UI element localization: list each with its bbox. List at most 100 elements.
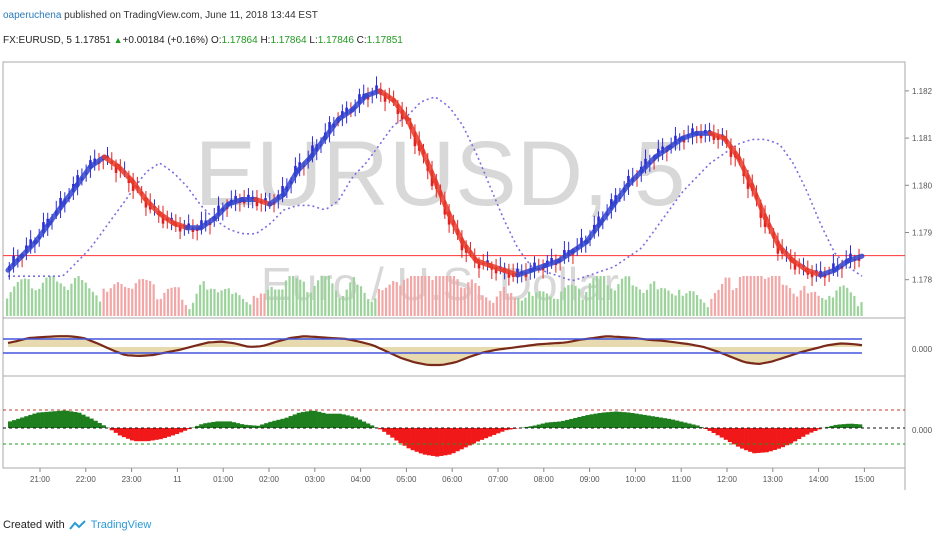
volume-bar: [796, 296, 799, 316]
histogram-bar: [601, 412, 607, 428]
volume-bar: [485, 297, 488, 316]
volume-bar: [413, 276, 416, 316]
volume-bar: [245, 302, 248, 316]
histogram-bar: [341, 414, 346, 428]
histogram-bar: [760, 428, 765, 453]
histogram-bar: [211, 421, 216, 428]
histogram-bar: [613, 411, 619, 428]
volume-bar: [656, 289, 659, 316]
time-tick-label: 12:00: [717, 475, 738, 484]
histogram-bar: [561, 420, 566, 428]
histogram-bar: [178, 428, 184, 433]
time-tick-label: 15:00: [854, 475, 875, 484]
moving-average-segment: [639, 154, 658, 174]
candle-body: [12, 255, 15, 266]
volume-bar: [821, 297, 824, 316]
moving-average-segment: [212, 201, 231, 221]
volume-bar: [216, 292, 220, 316]
volume-bar: [481, 295, 484, 316]
histogram-bar: [585, 415, 590, 428]
volume-bar: [735, 287, 738, 316]
volume-bar: [699, 299, 702, 316]
moving-average-segment: [597, 201, 617, 226]
histogram-bar: [130, 428, 135, 441]
time-tick-label: 13:00: [763, 475, 784, 484]
histogram-bar: [77, 412, 82, 428]
histogram-bar: [626, 412, 631, 428]
volume-bar: [370, 301, 373, 316]
volume-bar: [435, 276, 438, 316]
moving-average-segment: [129, 178, 149, 202]
histogram-bar: [772, 428, 777, 450]
histogram-bar: [235, 423, 241, 428]
histogram-bar: [577, 417, 582, 428]
volume-bar: [381, 290, 384, 316]
moving-average-segment: [570, 239, 590, 254]
high-value: 1.17864: [270, 35, 307, 46]
candle-body: [849, 253, 852, 261]
candle-body: [477, 261, 481, 269]
volume-bar: [249, 304, 252, 316]
price-chart[interactable]: EURUSD, 5 Euro / U.S. Dollar 1.182001.18…: [0, 50, 932, 520]
volume-bar: [785, 285, 788, 316]
histogram-bar: [268, 421, 273, 428]
histogram-bar: [292, 414, 298, 428]
volume-bar: [281, 289, 284, 316]
tradingview-logo-icon: [68, 520, 86, 530]
histogram-bar: [394, 428, 399, 441]
moving-average-segment: [88, 154, 107, 169]
histogram-bar: [683, 422, 688, 428]
volume-bar: [363, 292, 366, 316]
volume-bar: [624, 276, 627, 316]
volume-bar: [266, 289, 270, 316]
candle-body: [691, 128, 694, 136]
histogram-bar: [64, 410, 70, 428]
histogram-bar: [447, 428, 452, 455]
oscillator-pane-2[interactable]: [2, 375, 906, 469]
histogram-bar: [357, 419, 363, 428]
moving-average-segment: [418, 145, 438, 184]
volume-bar: [288, 276, 291, 316]
histogram-bar: [215, 421, 220, 428]
histogram-bar: [552, 421, 558, 428]
histogram-bar: [89, 418, 94, 428]
histogram-bar: [768, 428, 773, 452]
volume-bar: [199, 284, 202, 316]
volume-bar: [746, 276, 749, 316]
volume-bar: [813, 291, 817, 316]
volume-bar: [73, 277, 77, 316]
volume-bar: [631, 285, 634, 316]
time-tick-label: 09:00: [580, 475, 601, 484]
volume-bar: [299, 279, 302, 316]
volume-bar: [16, 282, 19, 316]
volume-bar: [610, 288, 613, 316]
histogram-bar: [500, 428, 505, 432]
volume-bar: [717, 289, 720, 316]
histogram-bar: [207, 422, 212, 428]
histogram-bar: [146, 428, 151, 442]
volume-bar: [778, 276, 781, 316]
histogram-bar: [418, 428, 424, 454]
moving-average-segment: [280, 168, 300, 198]
histogram-bar: [711, 428, 716, 433]
histogram-bar: [276, 419, 281, 428]
moving-average-segment: [735, 154, 755, 188]
volume-bar: [749, 276, 752, 316]
volume-bar: [552, 298, 556, 316]
volume-bar: [581, 299, 584, 316]
moving-average-segment: [831, 258, 851, 273]
moving-average-segment: [625, 168, 645, 188]
volume-bar: [424, 276, 427, 316]
histogram-bar: [829, 425, 834, 428]
volume-bar: [238, 295, 241, 316]
histogram-bar: [634, 413, 639, 428]
volume-bar: [256, 297, 259, 316]
candle-body: [161, 215, 165, 224]
volume-bar: [317, 280, 320, 316]
volume-bar: [628, 276, 631, 316]
volume-bar: [792, 293, 795, 316]
tradingview-brand[interactable]: TradingView: [90, 519, 152, 531]
volume-bar: [545, 293, 549, 316]
histogram-bar: [150, 428, 155, 441]
author-link[interactable]: oaperuchena: [3, 10, 62, 21]
